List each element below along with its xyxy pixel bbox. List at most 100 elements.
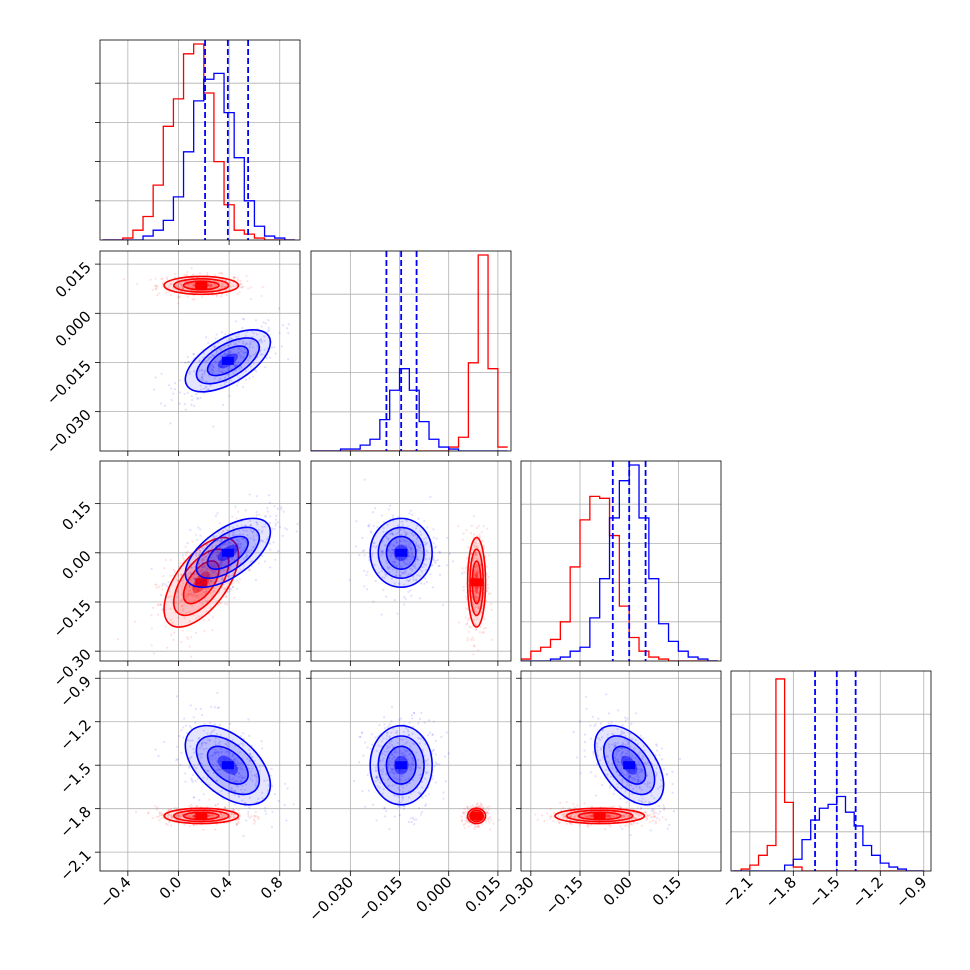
scatter-point (221, 814, 224, 817)
scatter-point (180, 751, 183, 755)
scatter-point (257, 528, 260, 532)
scatter-point (485, 806, 489, 809)
scatter-point (426, 526, 429, 529)
panel-content (311, 671, 511, 871)
scatter-point (477, 825, 480, 829)
scatter-point (246, 763, 250, 766)
scatter-point (166, 276, 169, 279)
scatter-point (361, 732, 364, 735)
scatter-point (398, 563, 401, 566)
scatter-point (261, 554, 264, 557)
scatter-point (172, 638, 175, 641)
scatter-point (666, 827, 669, 830)
scatter-point (429, 573, 432, 576)
scatter-point (271, 810, 274, 813)
scatter-point (188, 815, 191, 818)
scatter-point (179, 763, 182, 766)
scatter-point (476, 544, 479, 547)
scatter-point (214, 360, 217, 363)
scatter-point (234, 789, 237, 793)
scatter-point (189, 739, 192, 742)
scatter-point (229, 814, 232, 817)
scatter-point (258, 765, 261, 768)
scatter-point (391, 753, 394, 756)
contour-line (466, 536, 487, 628)
scatter-point (460, 815, 463, 818)
scatter-point (202, 557, 205, 560)
scatter-point (239, 279, 242, 282)
scatter-point (606, 733, 609, 736)
scatter-point (392, 548, 395, 552)
scatter-point (238, 743, 241, 746)
scatter-point (396, 731, 399, 735)
scatter-point (380, 514, 383, 517)
scatter-point (245, 819, 248, 822)
scatter-point (374, 780, 377, 783)
scatter-point (248, 345, 251, 348)
scatter-point (457, 621, 460, 624)
scatter-point (476, 558, 479, 561)
scatter-point (612, 805, 616, 808)
scatter-point (236, 292, 239, 296)
scatter-point (473, 571, 476, 574)
scatter-point (257, 816, 260, 819)
scatter-point (209, 283, 213, 286)
scatter-point (184, 553, 188, 557)
scatter-point (265, 812, 268, 815)
x-tick-label: −0.4 (96, 873, 134, 911)
scatter-point (613, 756, 616, 759)
scatter-point (646, 785, 649, 788)
scatter-point (415, 538, 418, 541)
scatter-point (186, 271, 189, 274)
scatter-point (488, 805, 491, 808)
scatter-point (634, 812, 638, 815)
scatter-point (486, 811, 489, 814)
scatter-point (245, 342, 248, 345)
scatter-point (234, 759, 237, 762)
scatter-point (167, 808, 170, 811)
scatter-point (227, 561, 230, 565)
scatter-point (198, 577, 201, 580)
scatter-point (261, 540, 264, 543)
scatter-point (210, 284, 213, 287)
scatter-point (237, 347, 240, 350)
scatter-point (154, 748, 157, 751)
scatter-point (116, 637, 120, 641)
scatter-point (227, 366, 231, 369)
scatter-point (235, 384, 239, 387)
scatter-point (475, 595, 479, 598)
scatter-point (638, 785, 641, 789)
scatter-point (226, 529, 229, 532)
scatter-point (625, 752, 629, 755)
scatter-point (255, 495, 258, 498)
scatter-point (242, 386, 245, 389)
scatter-point (388, 550, 391, 553)
scatter-point (223, 352, 226, 355)
scatter-point (410, 714, 414, 717)
scatter-point (423, 721, 426, 724)
scatter-point (392, 568, 395, 571)
scatter-point (228, 777, 231, 780)
scatter-point (375, 775, 378, 779)
scatter-point (643, 811, 646, 814)
scatter-point (252, 353, 255, 356)
scatter-point (243, 776, 246, 779)
scatter-point (233, 365, 237, 368)
scatter-point (391, 514, 395, 517)
x-tick-label: −0.015 (354, 873, 406, 925)
scatter-point (444, 755, 447, 758)
scatter-point (157, 613, 160, 616)
scatter-point (201, 369, 204, 372)
scatter-point (196, 538, 199, 542)
scatter-point (477, 567, 480, 570)
scatter-point (362, 754, 365, 757)
scatter-point (628, 814, 631, 818)
scatter-point (253, 759, 256, 762)
scatter-point (411, 762, 414, 765)
scatter-point (388, 745, 391, 749)
scatter-point (474, 553, 477, 557)
scatter-point (267, 784, 270, 787)
scatter-point (646, 817, 649, 820)
scatter-point (387, 784, 391, 787)
